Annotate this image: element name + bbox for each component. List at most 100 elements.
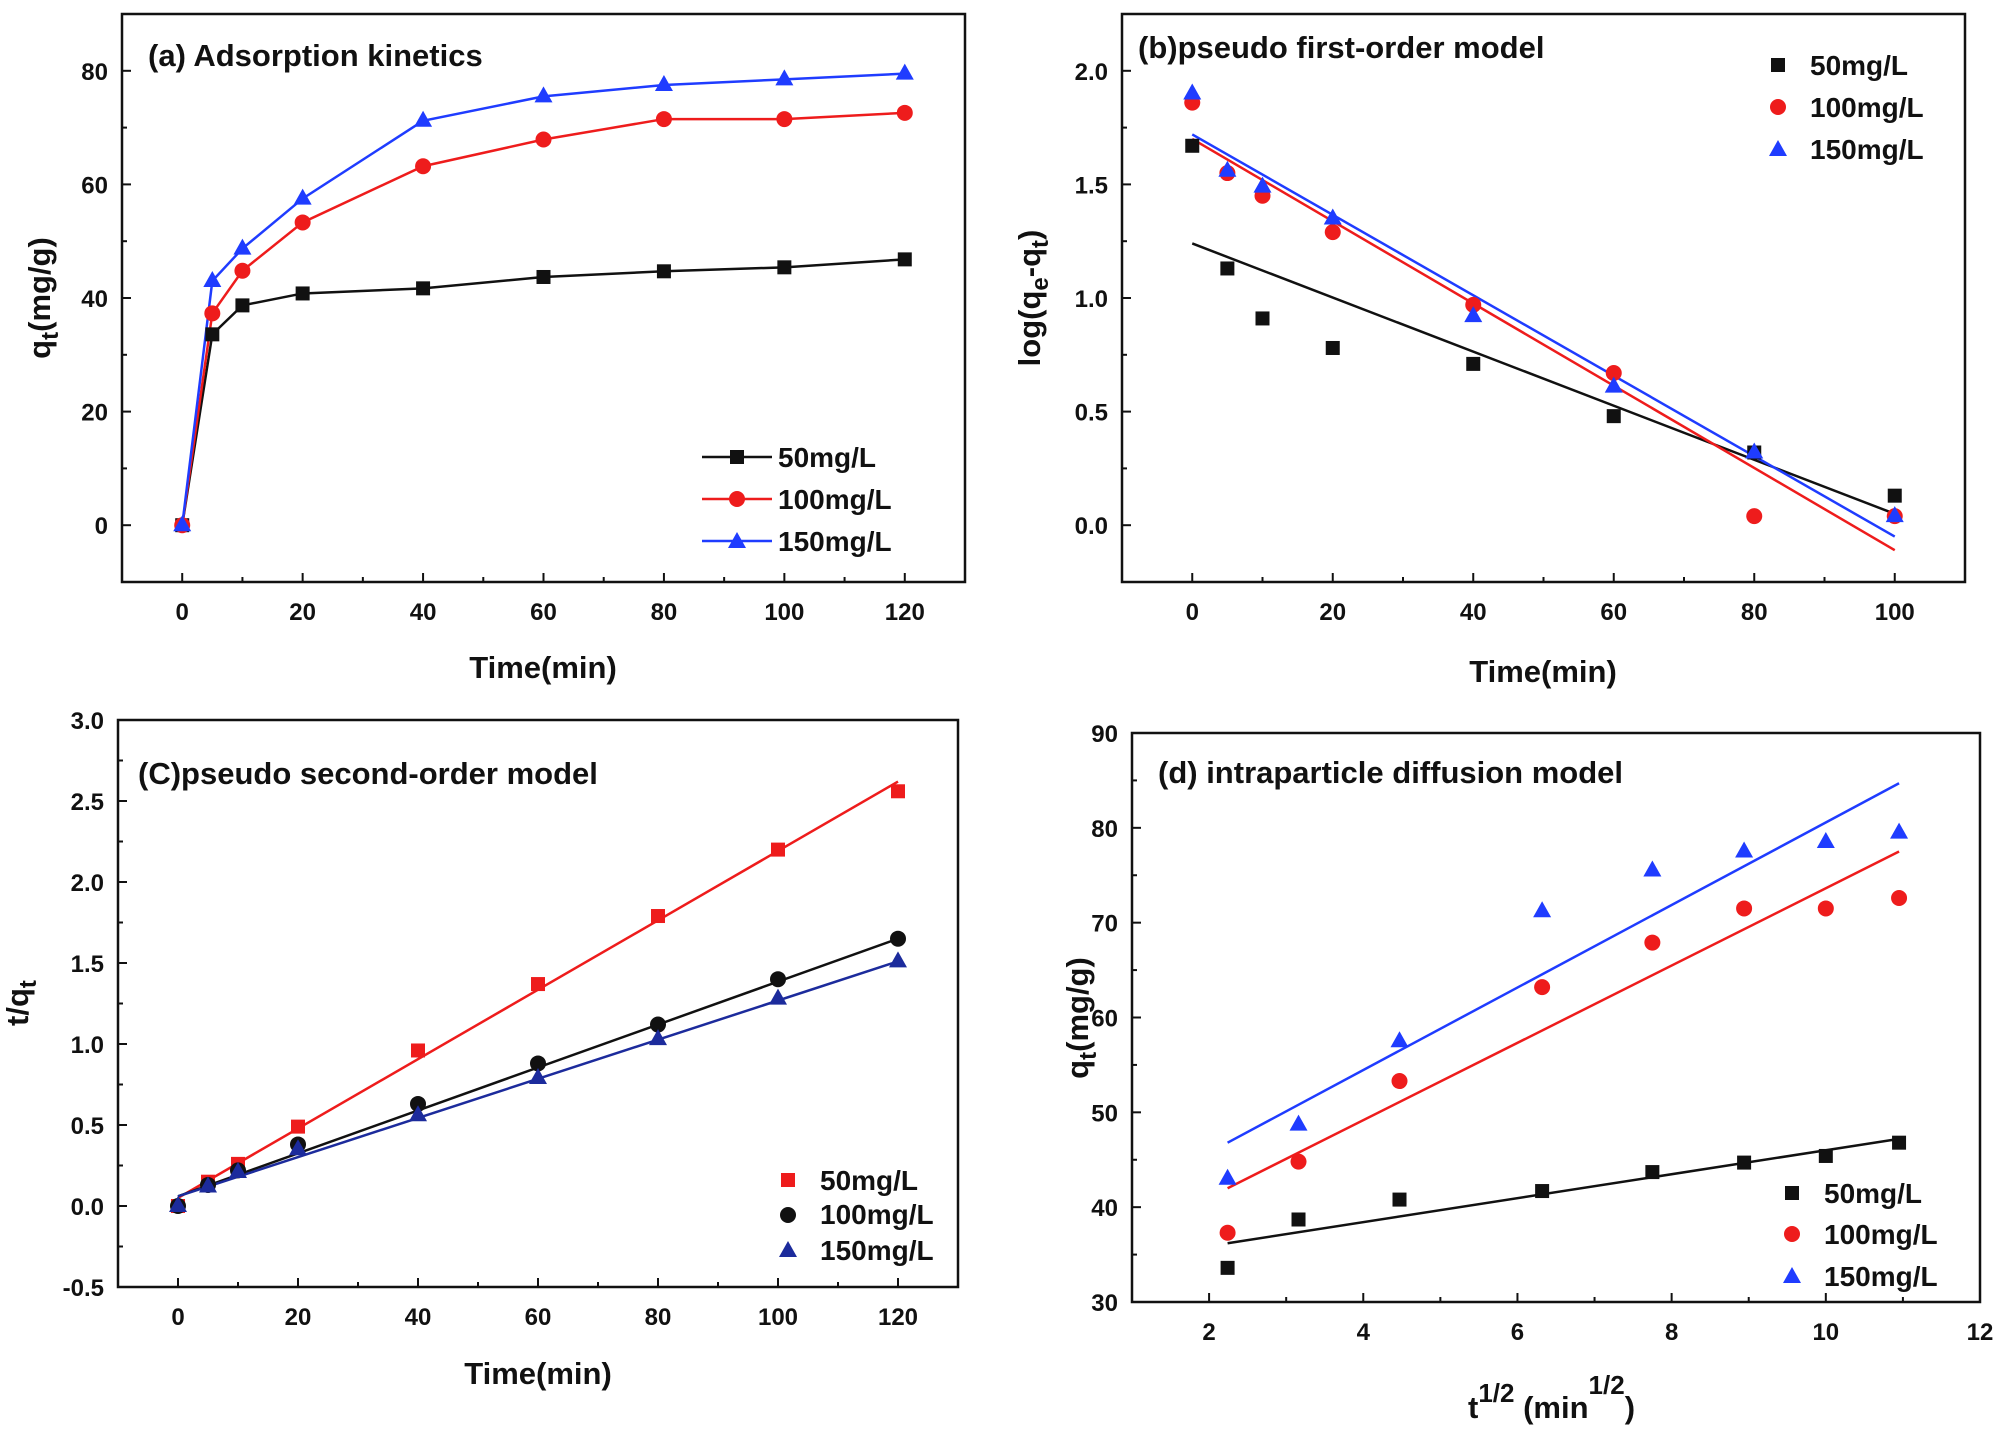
data-point-150 bbox=[414, 110, 433, 127]
data-point-50 bbox=[536, 269, 551, 284]
x-tick-label: 40 bbox=[410, 599, 437, 626]
x-tick-label: 100 bbox=[764, 599, 804, 626]
panel-c-x-axis-title: Time(min) bbox=[464, 1356, 612, 1391]
panel-c-legend: 50mg/L 100mg/L 150mg/L bbox=[779, 1165, 934, 1266]
legend-label-50: 50mg/L bbox=[1824, 1178, 1922, 1209]
legend-label-50: 50mg/L bbox=[1810, 50, 1908, 81]
panel-a-title: (a) Adsorption kinetics bbox=[148, 38, 483, 73]
x-tick-label: 100 bbox=[1875, 599, 1915, 626]
data-point-50 bbox=[891, 784, 905, 799]
panel-b-legend: 50mg/L 100mg/L 150mg/L bbox=[1769, 50, 1924, 165]
y-tick-label: 1.0 bbox=[1075, 286, 1108, 313]
panel-a-x-axis-title: Time(min) bbox=[469, 650, 617, 685]
data-point-50 bbox=[1645, 1165, 1660, 1180]
data-point-150 bbox=[293, 188, 312, 205]
legend-label-100: 100mg/L bbox=[1810, 92, 1924, 123]
data-point-100 bbox=[655, 111, 672, 128]
data-point-100 bbox=[204, 305, 221, 322]
data-point-100 bbox=[1465, 296, 1482, 313]
data-point-150 bbox=[229, 1161, 247, 1178]
panel-c-y-axis-title: t/qt bbox=[0, 980, 42, 1026]
data-point-50 bbox=[651, 909, 665, 924]
legend-label-150: 150mg/L bbox=[820, 1235, 934, 1266]
x-tick-label: 0 bbox=[1186, 599, 1199, 626]
data-point-100 bbox=[1391, 1073, 1408, 1090]
y-tick-label: 3.0 bbox=[71, 708, 104, 735]
panel-a-legend: 50mg/L 100mg/L 150mg/L bbox=[702, 442, 892, 557]
y-tick-label: 60 bbox=[81, 172, 108, 199]
y-tick-label: 0.0 bbox=[1075, 513, 1108, 540]
legend-label-50: 50mg/L bbox=[778, 442, 876, 473]
data-point-100 bbox=[535, 131, 552, 148]
panel-d-legend: 50mg/L 100mg/L 150mg/L bbox=[1783, 1178, 1938, 1292]
fit-line-100 bbox=[1191, 137, 1896, 552]
legend-marker-50-square bbox=[1771, 58, 1785, 72]
panel-b-y-axis-title: log(qe-qt) bbox=[1012, 230, 1054, 367]
data-point-150 bbox=[203, 270, 222, 287]
panel-d-y-axis-title: qt(mg/g) bbox=[1060, 957, 1102, 1079]
data-point-100 bbox=[650, 1016, 666, 1033]
data-point-50 bbox=[1892, 1135, 1907, 1150]
panel-b-pseudo-first-order: 0 20 40 60 80 100 0.0 0.5 1.0 1.5 2.0 (b)pseudo fi… bbox=[1012, 12, 1967, 689]
data-point-50 bbox=[771, 842, 785, 857]
data-point-50 bbox=[295, 286, 310, 301]
y-tick-label: 40 bbox=[1091, 1195, 1118, 1222]
data-point-150 bbox=[1735, 841, 1754, 858]
panel-d-intraparticle-diffusion: 2 4 6 8 10 12 30 40 50 60 70 80 90 (d) intraparticle… bbox=[1060, 721, 1993, 1425]
legend-marker-100-circle bbox=[729, 491, 745, 507]
data-point-150 bbox=[1253, 176, 1272, 193]
y-tick-label: 50 bbox=[1091, 1100, 1118, 1127]
data-point-50 bbox=[1291, 1212, 1306, 1227]
data-point-100 bbox=[410, 1095, 426, 1112]
data-point-150 bbox=[889, 951, 907, 968]
panel-c-title: (C)pseudo second-order model bbox=[138, 756, 598, 791]
x-tick-label: 0 bbox=[176, 599, 189, 626]
data-point-150 bbox=[173, 515, 192, 532]
data-point-100 bbox=[234, 262, 251, 279]
data-point-150 bbox=[1218, 1168, 1237, 1185]
data-point-50 bbox=[777, 260, 792, 275]
x-tick-label: 60 bbox=[525, 1304, 552, 1331]
data-point-50 bbox=[1185, 138, 1200, 153]
legend-marker-100-circle bbox=[1770, 99, 1786, 115]
x-tick-label: 120 bbox=[878, 1304, 918, 1331]
x-tick-label: 60 bbox=[530, 599, 557, 626]
y-tick-label: 2.5 bbox=[71, 789, 104, 816]
data-point-50 bbox=[1392, 1192, 1407, 1207]
data-point-50 bbox=[1606, 409, 1621, 424]
data-point-150 bbox=[1323, 208, 1342, 225]
data-point-50 bbox=[1887, 488, 1902, 503]
data-point-150 bbox=[233, 238, 252, 255]
data-point-150 bbox=[1390, 1031, 1409, 1048]
y-tick-label: 30 bbox=[1091, 1290, 1118, 1317]
data-point-50 bbox=[1535, 1184, 1550, 1199]
legend-label-150: 150mg/L bbox=[778, 526, 892, 557]
panel-d-plot-frame bbox=[1130, 731, 1982, 1304]
legend-marker-150-triangle bbox=[1783, 1267, 1801, 1283]
data-point-150 bbox=[654, 75, 673, 91]
x-tick-label: 20 bbox=[1319, 599, 1346, 626]
panel-a-adsorption-kinetics: 0 20 40 60 80 100 120 0 20 40 60 80 (a) Adsorption … bbox=[22, 12, 967, 685]
x-tick-label: 80 bbox=[1741, 599, 1768, 626]
data-point-100 bbox=[1736, 900, 1753, 917]
panel-b-x-axis-title: Time(min) bbox=[1469, 654, 1617, 689]
y-tick-label: 1.5 bbox=[1075, 172, 1108, 199]
data-point-150 bbox=[1218, 160, 1237, 177]
data-point-150 bbox=[1885, 506, 1904, 523]
data-point-150 bbox=[1183, 83, 1202, 100]
data-point-50 bbox=[531, 977, 545, 992]
data-point-50 bbox=[291, 1119, 305, 1134]
x-tick-label: 6 bbox=[1511, 1319, 1524, 1346]
data-point-150 bbox=[529, 1068, 547, 1085]
fit-line-50 bbox=[1227, 1137, 1900, 1245]
y-tick-label: 2.0 bbox=[1075, 59, 1108, 86]
panel-c-pseudo-second-order: 0 20 40 60 80 100 120 -0.5 0.0 0.5 1.0 1.5 2.0 2.5 3.0… bbox=[0, 708, 960, 1391]
data-point-150 bbox=[649, 1029, 667, 1046]
fit-line-150 bbox=[1227, 782, 1900, 1144]
x-tick-label: 0 bbox=[171, 1304, 184, 1331]
data-point-150 bbox=[1816, 832, 1835, 849]
y-tick-label: 0.5 bbox=[71, 1113, 104, 1140]
y-tick-label: 0 bbox=[95, 513, 108, 540]
data-point-50 bbox=[411, 1043, 425, 1058]
x-tick-label: 4 bbox=[1357, 1319, 1371, 1346]
